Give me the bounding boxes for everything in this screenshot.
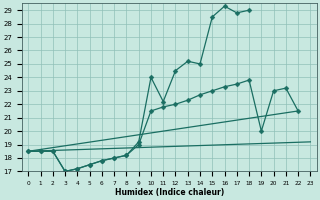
X-axis label: Humidex (Indice chaleur): Humidex (Indice chaleur) (115, 188, 224, 197)
